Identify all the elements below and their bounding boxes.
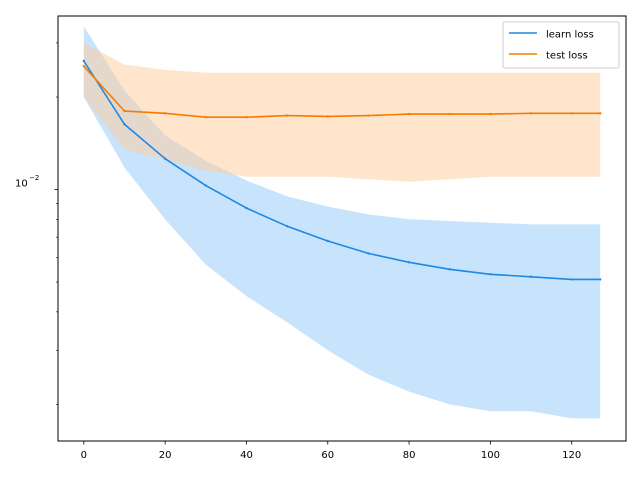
y-axis: 10 −2 [15,42,58,405]
point-test-loss [82,65,86,68]
point-test-loss [407,112,411,116]
point-learn-loss [285,225,289,228]
series-lines [82,59,602,281]
point-learn-loss [599,278,602,281]
point-learn-loss [570,278,573,281]
point-learn-loss [529,275,533,278]
point-learn-loss [204,184,207,187]
legend-label-test-loss: test loss [546,51,588,62]
x-tick-label: 40 [240,450,253,461]
point-learn-loss [163,157,167,160]
legend-label-learn-loss: learn loss [546,30,594,41]
point-test-loss [448,112,451,116]
point-learn-loss [245,206,248,210]
point-test-loss [489,112,492,116]
y-tick-label-base: 10 [15,179,28,190]
point-test-loss [163,112,167,115]
point-test-loss [285,114,289,117]
point-test-loss [326,115,329,118]
line-test-loss [83,65,601,118]
x-tick-label: 80 [403,450,416,461]
x-tick-label: 60 [321,450,334,461]
point-learn-loss [448,268,451,271]
legend: learn loss test loss [502,21,620,69]
point-test-loss [204,116,207,119]
band-test-loss [83,42,601,182]
plot-frame [57,15,627,442]
point-test-loss [123,109,126,113]
confidence-bands [83,26,601,419]
point-learn-loss [407,261,411,264]
line-learn-loss [83,60,601,281]
point-learn-loss [82,59,86,63]
x-tick-label: 0 [81,450,87,461]
point-test-loss [529,112,533,115]
band-learn-loss [83,26,601,419]
x-axis: 0 20 40 60 80 100 120 [81,441,581,461]
point-learn-loss [326,239,329,243]
x-tick-label: 100 [481,450,500,461]
point-learn-loss [123,123,126,126]
point-test-loss [245,116,248,119]
point-test-loss [570,112,573,115]
y-tick-label-exponent: −2 [29,174,39,182]
point-learn-loss [489,273,492,276]
point-test-loss [367,114,370,117]
point-learn-loss [367,252,370,255]
point-test-loss [599,112,602,115]
x-tick-label: 120 [562,450,581,461]
x-tick-label: 20 [159,450,172,461]
